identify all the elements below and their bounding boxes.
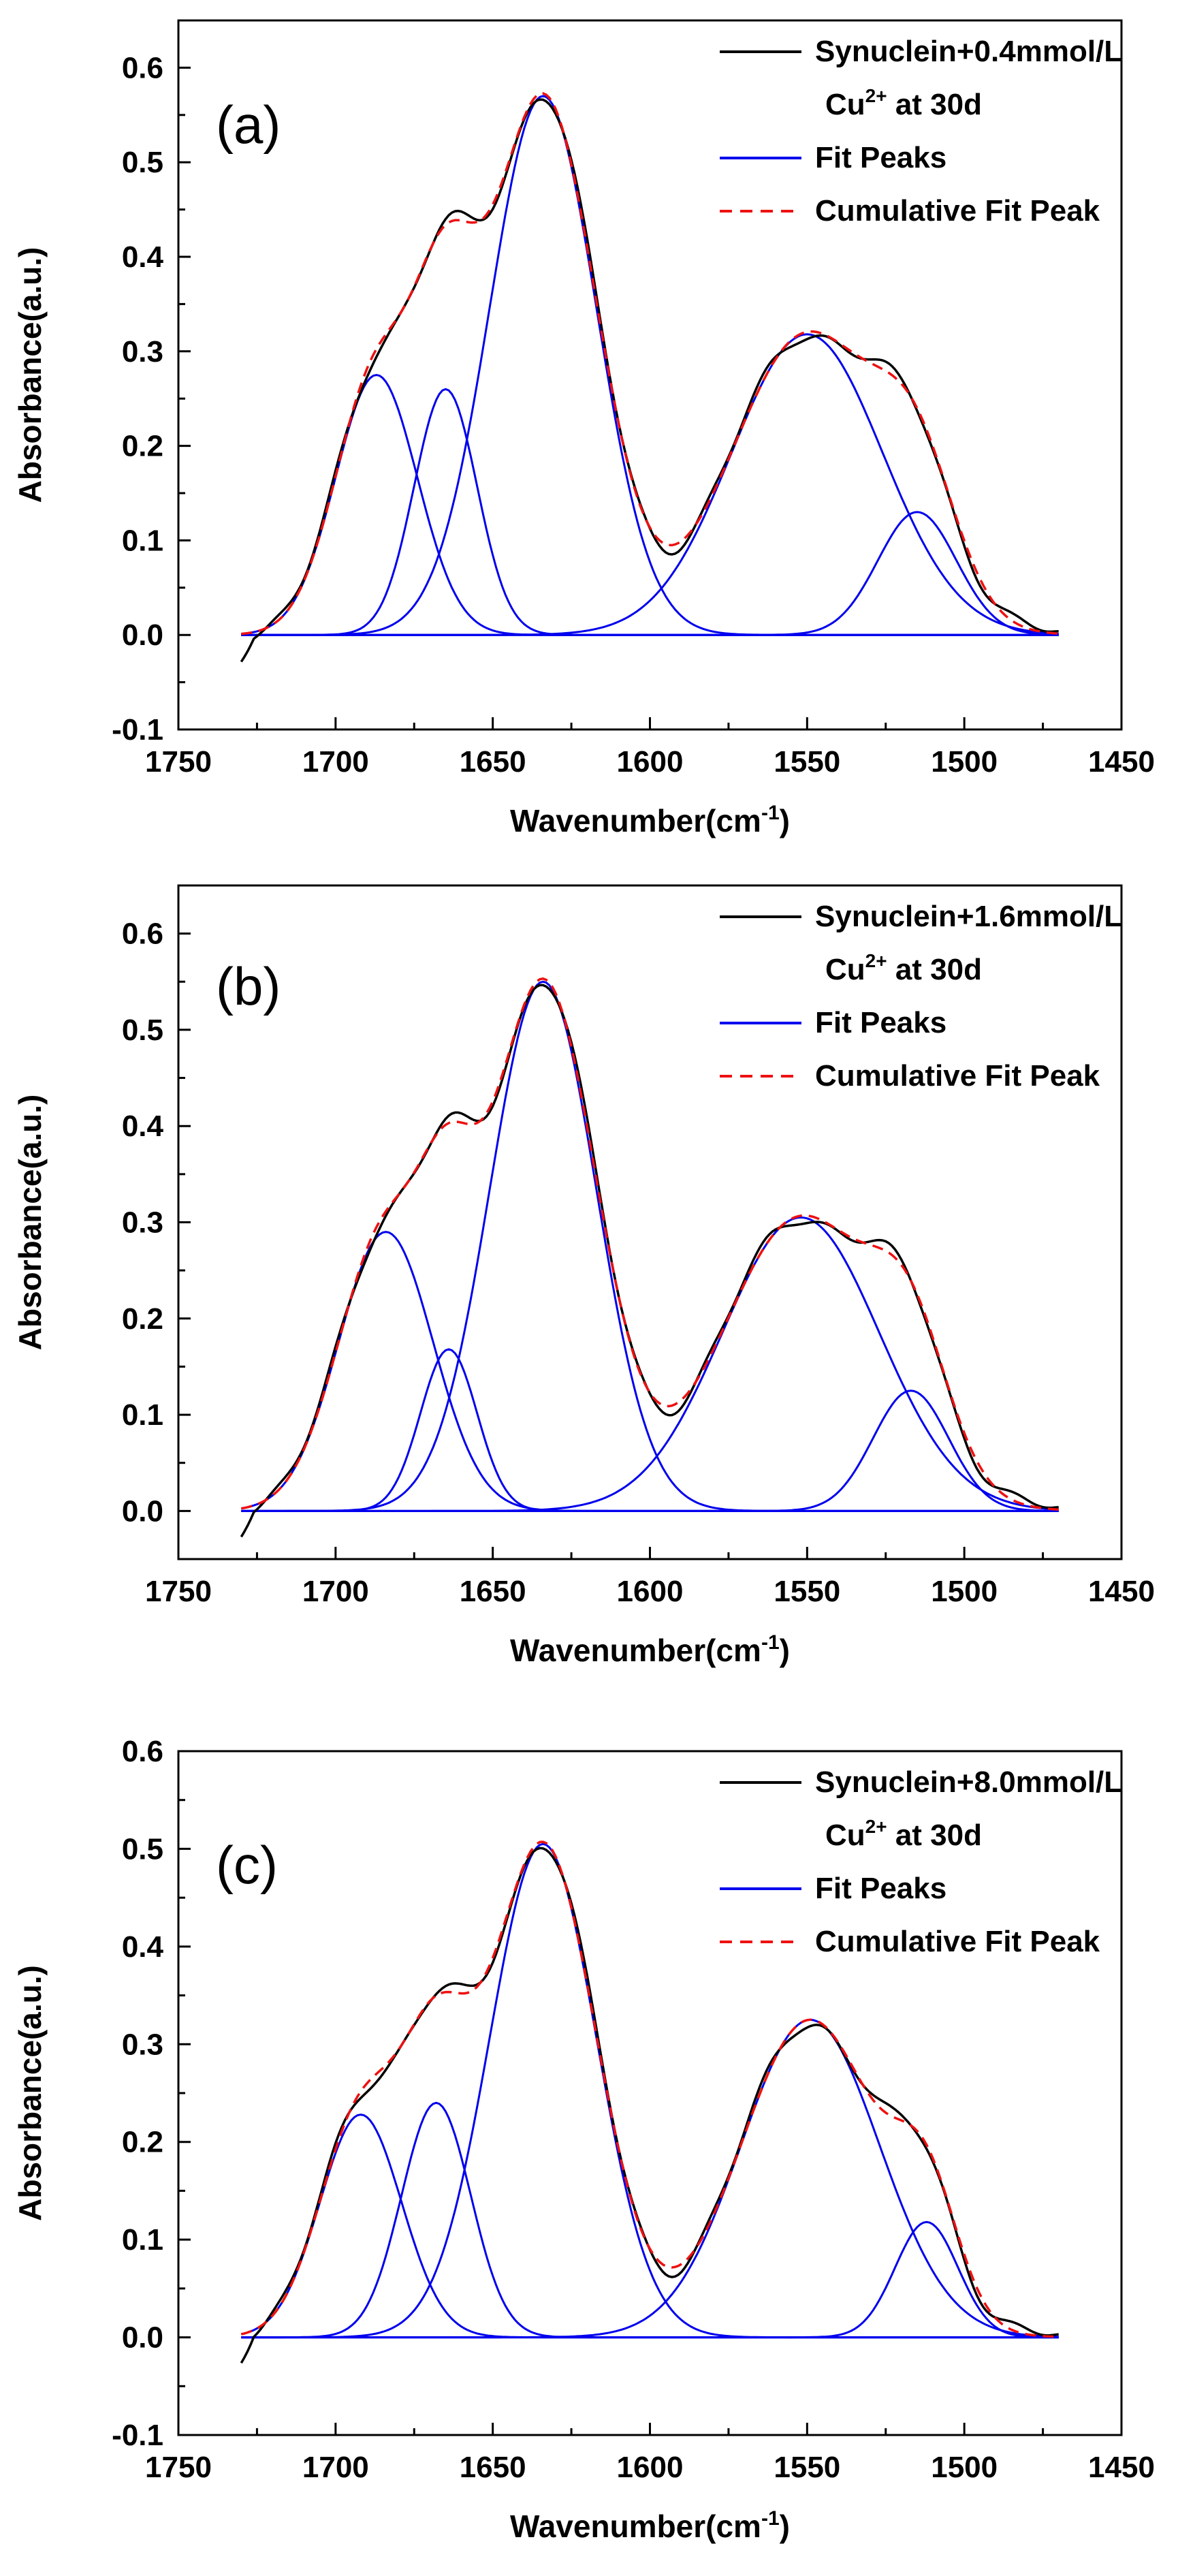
cumulative-fit-line bbox=[240, 1840, 1059, 2338]
legend: Synuclein+1.6mmol/L Cu2+ at 30d Fit Peaks C… bbox=[720, 900, 1122, 1093]
x-tick-label: 1450 bbox=[1088, 2451, 1155, 2484]
x-tick-label: 1550 bbox=[774, 2451, 840, 2484]
x-tick-label: 1700 bbox=[302, 1575, 369, 1608]
x-tick-label: 1700 bbox=[302, 745, 369, 779]
spectrum-line bbox=[240, 98, 1059, 663]
x-tick-label: 1500 bbox=[931, 1575, 998, 1608]
x-tick-label: 1600 bbox=[617, 1575, 684, 1608]
x-tick-label: 1600 bbox=[617, 2451, 684, 2484]
x-tick-label: 1450 bbox=[1088, 1575, 1155, 1608]
y-tick-label: 0.6 bbox=[122, 51, 163, 84]
y-axis-title: Absorbance(a.u.) bbox=[12, 1965, 48, 2221]
fit-peak-5 bbox=[241, 511, 1059, 636]
x-tick-label: 1550 bbox=[774, 745, 840, 779]
panel-label: (a) bbox=[216, 95, 281, 155]
y-tick-label: 0.3 bbox=[122, 335, 163, 368]
x-tick-label: 1650 bbox=[460, 2451, 526, 2484]
cumulative-fit-line bbox=[241, 92, 1059, 635]
x-tick-label: 1500 bbox=[931, 745, 998, 779]
x-tick-label: 1500 bbox=[931, 2451, 998, 2484]
x-axis-title: Wavenumber(cm-1) bbox=[510, 802, 790, 838]
y-tick-label: 0.5 bbox=[122, 146, 163, 179]
cumulative-fit-line bbox=[241, 977, 1059, 1511]
legend-entry-label: Cu2+ at 30d bbox=[825, 85, 982, 121]
x-tick-label: 1650 bbox=[460, 1575, 526, 1608]
y-tick-label: 0.3 bbox=[122, 1206, 163, 1240]
panel-1: 1750 1700 1650 1600 1550 1500 1450 -0.1 0.0 0.1 0.… bbox=[12, 19, 1155, 838]
y-tick-label: 0.4 bbox=[122, 1930, 164, 1964]
fit-peak-5 bbox=[241, 2220, 1059, 2339]
fit-peak-5 bbox=[241, 1389, 1059, 1512]
plot-frame bbox=[177, 19, 1123, 731]
y-tick-label: 0.5 bbox=[122, 1014, 163, 1047]
fit-peak-2 bbox=[241, 1348, 1059, 1512]
y-tick-label: 0.1 bbox=[122, 2223, 163, 2257]
fit-peak-2 bbox=[241, 388, 1059, 636]
x-tick-label: 1750 bbox=[145, 745, 212, 779]
x-tick-label: 1600 bbox=[617, 745, 684, 779]
spectrum-line bbox=[240, 984, 1059, 1538]
fit-peak-1 bbox=[241, 373, 1059, 636]
x-axis-title: Wavenumber(cm-1) bbox=[510, 1631, 790, 1668]
x-tick-label: 1450 bbox=[1088, 745, 1155, 779]
legend-entry-label: Synuclein+1.6mmol/L bbox=[815, 900, 1122, 933]
legend-entry-label: Synuclein+0.4mmol/L bbox=[815, 35, 1122, 68]
plot-frame bbox=[177, 884, 1123, 1560]
fit-peak-3 bbox=[241, 95, 1059, 636]
panel-3: 1750 1700 1650 1600 1550 1500 1450 -0.1 0.0 0.1 0.… bbox=[12, 1735, 1155, 2544]
panel-label: (b) bbox=[216, 956, 281, 1016]
fit-peak-4 bbox=[241, 333, 1059, 636]
x-axis-title: Wavenumber(cm-1) bbox=[510, 2507, 790, 2544]
y-tick-label: 0.2 bbox=[122, 2126, 163, 2159]
legend-entry-label: Fit Peaks bbox=[815, 1006, 946, 1039]
x-tick-label: 1700 bbox=[302, 2451, 369, 2484]
legend-entry-label: Cu2+ at 30d bbox=[825, 950, 982, 986]
y-tick-label: 0.2 bbox=[122, 1302, 163, 1336]
y-tick-label: 0.4 bbox=[122, 240, 164, 274]
legend-entry-label: Cumulative Fit Peak bbox=[815, 1925, 1100, 1958]
y-axis-title: Absorbance(a.u.) bbox=[12, 247, 48, 503]
legend-entry-label: Fit Peaks bbox=[815, 141, 946, 174]
fit-peak-3 bbox=[241, 1842, 1059, 2339]
fit-peak-4 bbox=[241, 2018, 1059, 2339]
x-tick-label: 1650 bbox=[460, 745, 526, 779]
fit-peak-2 bbox=[241, 2101, 1059, 2339]
legend: Synuclein+8.0mmol/L Cu2+ at 30d Fit Peaks C… bbox=[720, 1765, 1122, 1958]
y-tick-label: -0.1 bbox=[112, 713, 163, 747]
y-axis-title: Absorbance(a.u.) bbox=[12, 1095, 48, 1351]
y-tick-label: 0.4 bbox=[122, 1110, 164, 1143]
y-tick-label: 0.2 bbox=[122, 430, 163, 463]
legend-entry-label: Cumulative Fit Peak bbox=[815, 1059, 1100, 1093]
y-tick-label: 0.3 bbox=[122, 2028, 163, 2061]
legend: Synuclein+0.4mmol/L Cu2+ at 30d Fit Peaks C… bbox=[720, 35, 1122, 227]
y-tick-label: -0.1 bbox=[112, 2419, 163, 2452]
panel-label: (c) bbox=[216, 1835, 278, 1895]
legend-entry-label: Fit Peaks bbox=[815, 1872, 946, 1905]
legend-entry-label: Synuclein+8.0mmol/L bbox=[815, 1765, 1122, 1799]
x-tick-label: 1750 bbox=[145, 2451, 212, 2484]
y-tick-label: 0.6 bbox=[122, 917, 163, 951]
y-tick-label: 0.0 bbox=[122, 1494, 163, 1528]
y-tick-label: 0.0 bbox=[122, 618, 163, 652]
y-tick-label: 0.0 bbox=[122, 2321, 163, 2355]
fit-peak-1 bbox=[241, 1231, 1059, 1512]
legend-entry-label: Cumulative Fit Peak bbox=[815, 194, 1100, 227]
legend-entry-label: Cu2+ at 30d bbox=[825, 1816, 982, 1852]
y-tick-label: 0.1 bbox=[122, 1398, 163, 1432]
y-tick-label: 0.1 bbox=[122, 524, 163, 557]
plot-frame bbox=[177, 1750, 1123, 2436]
y-tick-label: 0.6 bbox=[122, 1735, 163, 1768]
x-tick-label: 1550 bbox=[774, 1575, 840, 1608]
panel-2: 1750 1700 1650 1600 1550 1500 1450 0.0 0.1 0.2 0.3… bbox=[12, 884, 1155, 1668]
y-tick-label: 0.5 bbox=[122, 1832, 163, 1866]
x-tick-label: 1750 bbox=[145, 1575, 212, 1608]
fit-peak-3 bbox=[241, 980, 1059, 1512]
